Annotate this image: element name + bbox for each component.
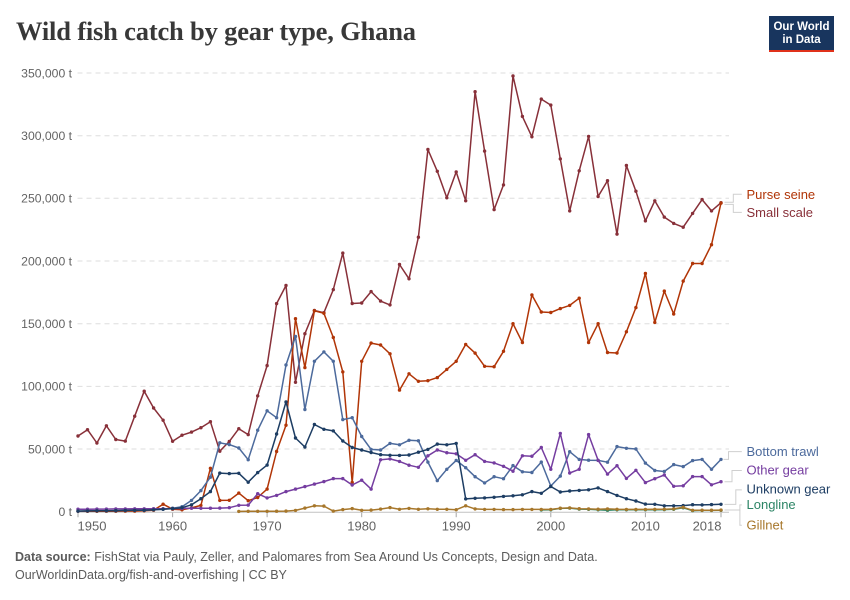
svg-text:1980: 1980 [347,519,376,534]
svg-text:300,000 t: 300,000 t [21,129,72,143]
svg-text:Bottom trawl: Bottom trawl [747,444,819,459]
svg-text:50,000 t: 50,000 t [28,442,73,456]
svg-text:Gillnet: Gillnet [747,518,784,533]
svg-text:350,000 t: 350,000 t [21,66,72,80]
svg-text:1990: 1990 [442,519,471,534]
svg-text:0 t: 0 t [58,505,72,519]
svg-text:1960: 1960 [158,519,187,534]
svg-text:Other gear: Other gear [747,462,810,477]
svg-text:Small scale: Small scale [747,205,813,220]
svg-text:100,000 t: 100,000 t [21,380,72,394]
svg-text:200,000 t: 200,000 t [21,254,72,268]
svg-text:1970: 1970 [253,519,282,534]
svg-text:2010: 2010 [631,519,660,534]
svg-text:Unknown gear: Unknown gear [747,482,831,497]
svg-text:250,000 t: 250,000 t [21,192,72,206]
svg-text:Purse seine: Purse seine [747,187,816,202]
svg-text:1950: 1950 [78,519,107,534]
svg-text:150,000 t: 150,000 t [21,317,72,331]
svg-text:2018: 2018 [693,519,722,534]
svg-text:2000: 2000 [536,519,565,534]
svg-text:Longline: Longline [747,497,796,512]
